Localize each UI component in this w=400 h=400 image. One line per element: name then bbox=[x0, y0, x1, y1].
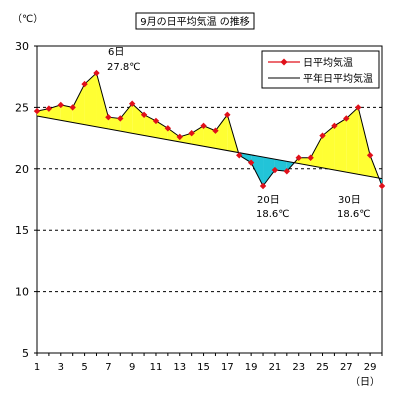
data-point-day-25 bbox=[319, 132, 326, 139]
annotation-value-30: 18.6℃ bbox=[337, 209, 371, 220]
fill-above-27-0 bbox=[346, 107, 359, 175]
data-point-day-4 bbox=[69, 104, 76, 111]
daily-series bbox=[33, 69, 386, 190]
data-point-day-30 bbox=[378, 182, 386, 190]
fill-below-20-0 bbox=[263, 157, 275, 186]
data-point-day-21 bbox=[271, 166, 279, 174]
data-point-day-12 bbox=[164, 125, 172, 132]
data-point-day-19 bbox=[247, 159, 255, 166]
annotation-day-6: 6日 bbox=[108, 47, 124, 58]
data-point-day-22 bbox=[283, 168, 291, 175]
fill-above-15-0 bbox=[203, 125, 216, 149]
fill-above-28-0 bbox=[358, 107, 371, 177]
fill-above-8-0 bbox=[120, 103, 133, 134]
x-axis-label: （日） bbox=[350, 376, 380, 388]
data-point-day-20 bbox=[259, 182, 267, 190]
data-point-day-5 bbox=[81, 80, 88, 88]
legend: 日平均気温 平年日平均気温 bbox=[261, 50, 380, 89]
data-point-day-29 bbox=[366, 152, 374, 159]
legend-normal-label: 平年日平均気温 bbox=[303, 72, 373, 85]
legend-daily-marker bbox=[280, 58, 288, 66]
normal-series bbox=[36, 115, 383, 180]
x-tick-label-25: 25 bbox=[316, 362, 329, 373]
fill-above-10-0 bbox=[144, 114, 156, 138]
annotation-day-20: 20日 bbox=[257, 195, 280, 206]
data-point-day-2 bbox=[45, 105, 53, 112]
fill-above-11-0 bbox=[155, 120, 168, 140]
data-point-day-26 bbox=[331, 122, 338, 130]
x-tick-label-9: 9 bbox=[129, 362, 135, 373]
fill-above-9-0 bbox=[132, 103, 145, 136]
fill-above-5-0 bbox=[84, 73, 97, 127]
y-tick-label-30: 30 bbox=[15, 40, 29, 53]
y-tick-label-20: 20 bbox=[15, 163, 29, 176]
data-point-day-17 bbox=[224, 111, 231, 118]
fill-above-26-0 bbox=[334, 118, 347, 173]
deviation-fill bbox=[37, 73, 382, 186]
fill-above-3-0 bbox=[60, 104, 73, 123]
data-point-day-8 bbox=[117, 115, 124, 122]
x-tick-label-19: 19 bbox=[245, 362, 258, 373]
y-tick-label-5: 5 bbox=[22, 347, 29, 360]
data-point-day-6 bbox=[93, 69, 100, 77]
annotation-value-6: 27.8℃ bbox=[107, 62, 141, 73]
y-tick-label-15: 15 bbox=[15, 224, 29, 237]
chart-title: 9月の日平均気温 の推移 bbox=[140, 15, 250, 28]
fill-above-4-0 bbox=[72, 84, 85, 125]
x-tick-label-5: 5 bbox=[81, 362, 87, 373]
legend-daily-label: 日平均気温 bbox=[303, 56, 353, 69]
normal-temperature-line bbox=[36, 115, 383, 180]
y-axis-label: （℃） bbox=[12, 13, 43, 25]
data-point-day-10 bbox=[140, 111, 148, 118]
fill-below-21-0 bbox=[274, 159, 287, 172]
data-point-day-3 bbox=[57, 101, 64, 109]
x-tick-label-21: 21 bbox=[269, 362, 282, 373]
fill-above-25-0 bbox=[322, 125, 335, 170]
fill-above-6-0 bbox=[96, 73, 109, 129]
data-point-day-28 bbox=[355, 104, 362, 111]
annotation-value-20: 18.6℃ bbox=[256, 209, 290, 220]
data-point-day-18 bbox=[236, 152, 243, 159]
fill-above-14-0 bbox=[191, 125, 204, 147]
x-tick-label-17: 17 bbox=[221, 362, 234, 373]
fill-above-16-0 bbox=[215, 114, 228, 151]
x-tick-label-7: 7 bbox=[105, 362, 111, 373]
y-tick-label-25: 25 bbox=[15, 101, 29, 114]
fill-above-24-0 bbox=[310, 135, 323, 168]
x-tick-label-23: 23 bbox=[292, 362, 305, 373]
fill-above-12-0 bbox=[167, 128, 180, 142]
data-point-day-24 bbox=[307, 154, 314, 161]
data-point-day-1 bbox=[33, 107, 41, 115]
data-point-day-11 bbox=[152, 117, 160, 125]
x-tick-label-15: 15 bbox=[197, 362, 210, 373]
annotation-day-30: 30日 bbox=[338, 195, 361, 206]
data-point-day-16 bbox=[212, 127, 219, 134]
x-tick-label-13: 13 bbox=[173, 362, 186, 373]
x-tick-label-27: 27 bbox=[340, 362, 353, 373]
data-point-day-9 bbox=[128, 100, 136, 107]
data-point-day-27 bbox=[343, 115, 350, 122]
fill-above-7-0 bbox=[108, 117, 121, 132]
fill-above-13-0 bbox=[179, 133, 192, 145]
daily-temperature-line bbox=[36, 72, 383, 187]
data-point-day-23 bbox=[295, 154, 302, 161]
title-box bbox=[135, 12, 255, 30]
legend-box bbox=[261, 50, 380, 89]
data-point-day-15 bbox=[200, 122, 207, 130]
x-tick-label-3: 3 bbox=[58, 362, 64, 373]
data-point-day-7 bbox=[105, 114, 112, 121]
data-point-day-13 bbox=[176, 133, 183, 141]
x-tick-label-1: 1 bbox=[34, 362, 40, 373]
x-tick-label-29: 29 bbox=[364, 362, 377, 373]
data-point-day-14 bbox=[188, 129, 195, 137]
x-tick-label-11: 11 bbox=[150, 362, 163, 373]
y-tick-label-10: 10 bbox=[15, 286, 29, 299]
annotations: 6日 27.8℃ 20日 18.6℃ 30日 18.6℃ bbox=[107, 47, 371, 220]
